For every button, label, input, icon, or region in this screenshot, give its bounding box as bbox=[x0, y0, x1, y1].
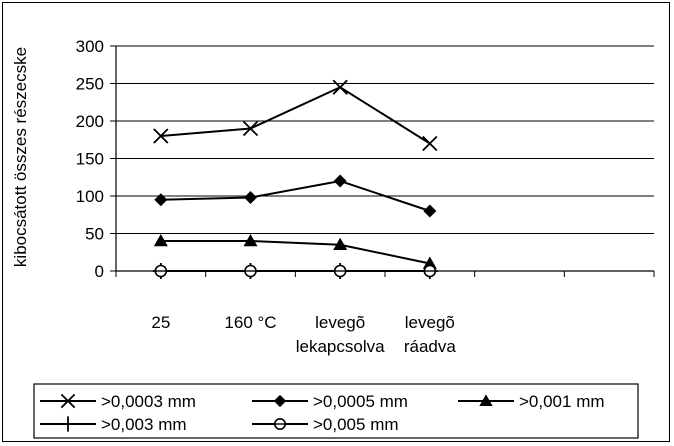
legend-item: >0,0003 mm bbox=[40, 392, 196, 411]
x-tick-label: 160 °C bbox=[224, 313, 276, 332]
x-tick-label: levegõ ráadva bbox=[404, 313, 457, 356]
legend-label: >0,001 mm bbox=[519, 392, 605, 411]
legend-item: >0,0005 mm bbox=[252, 392, 408, 411]
series-line bbox=[160, 240, 431, 265]
x-tick-label: 25 bbox=[151, 313, 170, 332]
marker-x bbox=[153, 128, 169, 144]
series-2 bbox=[154, 174, 437, 218]
marker-diamond bbox=[333, 174, 347, 188]
marker-diamond bbox=[423, 204, 437, 218]
tick-labels: 0 50 100 150 200 250 300 25 160 °C levegõ lekapcso… bbox=[76, 37, 457, 356]
y-tick-label: 150 bbox=[76, 150, 104, 169]
legend-item: >0,003 mm bbox=[40, 415, 187, 434]
series-5 bbox=[154, 264, 437, 278]
chart-frame bbox=[2, 2, 670, 442]
marker-triangle bbox=[333, 237, 348, 250]
legend-label: >0,0003 mm bbox=[101, 392, 196, 411]
y-axis-label: kibocsátott összes részecske bbox=[11, 47, 30, 267]
marker-diamond bbox=[154, 193, 168, 207]
series-1 bbox=[153, 79, 438, 152]
legend-item: >0,005 mm bbox=[252, 415, 399, 434]
y-tick-label: 250 bbox=[76, 75, 104, 94]
marker-triangle bbox=[479, 394, 493, 406]
marker-x bbox=[242, 120, 259, 137]
y-tick-label: 0 bbox=[95, 262, 104, 281]
legend: >0,0003 mm >0,0005 mm >0,001 mm >0,003 mm >0… bbox=[33, 383, 639, 439]
marker-x bbox=[60, 393, 76, 409]
marker-triangle bbox=[153, 234, 168, 247]
marker-triangle bbox=[422, 256, 437, 269]
legend-item: >0,001 mm bbox=[458, 392, 605, 411]
gridlines bbox=[116, 45, 654, 234]
marker-triangle bbox=[243, 234, 258, 247]
marker-x bbox=[332, 79, 348, 95]
legend-label: >0,005 mm bbox=[313, 415, 399, 434]
series-group bbox=[152, 79, 438, 279]
marker-diamond bbox=[244, 191, 257, 204]
x-tick-label: levegõ lekapcsolva bbox=[296, 313, 385, 356]
axes bbox=[110, 45, 655, 277]
y-tick-label: 300 bbox=[76, 37, 104, 56]
marker-x bbox=[422, 135, 438, 152]
series-line bbox=[160, 179, 431, 212]
marker-plus bbox=[60, 416, 76, 432]
series-3 bbox=[153, 234, 437, 269]
y-tick-label: 200 bbox=[76, 112, 104, 131]
y-tick-label: 50 bbox=[85, 225, 104, 244]
legend-box bbox=[33, 383, 639, 439]
y-tick-label: 100 bbox=[76, 187, 104, 206]
marker-diamond bbox=[273, 394, 287, 408]
legend-label: >0,0005 mm bbox=[313, 392, 408, 411]
series-line bbox=[160, 86, 431, 145]
legend-label: >0,003 mm bbox=[101, 415, 187, 434]
